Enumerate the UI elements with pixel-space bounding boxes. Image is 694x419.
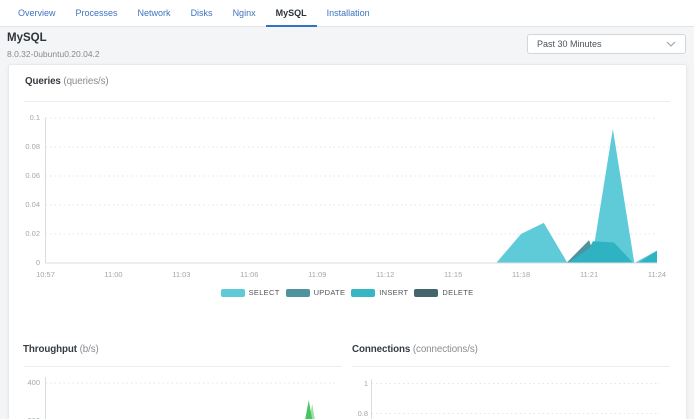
chevron-down-icon: [666, 41, 676, 47]
legend-swatch-select: [220, 288, 245, 297]
legend-swatch-insert: [351, 288, 376, 297]
y-tick-label: 0.8: [357, 408, 368, 418]
series-outbound-area: [309, 403, 315, 419]
legend-label: INSERT: [379, 288, 409, 297]
tab-nginx[interactable]: Nginx: [232, 7, 256, 18]
legend-item-insert: INSERT: [351, 288, 408, 297]
y-tick-label: 0.08: [25, 142, 40, 151]
x-tick-label: 11:12: [376, 269, 395, 279]
page-subtitle: 8.0.32-0ubuntu0.20.04.2: [7, 48, 100, 59]
series-insert-area: [45, 241, 657, 263]
x-tick-label: 11:18: [512, 269, 531, 279]
legend-label: DELETE: [442, 288, 474, 297]
tab-network[interactable]: Network: [137, 7, 171, 18]
y-tick-label: 400: [27, 378, 40, 387]
page-header: MySQL 8.0.32-0ubuntu0.20.04.2 Past 30 Mi…: [0, 27, 694, 64]
x-tick-label: 10:57: [36, 269, 55, 279]
y-tick-label: 0.02: [25, 229, 40, 238]
chart-queries-svg: [45, 117, 657, 264]
x-tick-label: 11:06: [240, 269, 259, 279]
tab-overview[interactable]: Overview: [18, 7, 56, 18]
chart-connections-svg: [371, 379, 660, 419]
legend-swatch-update: [285, 288, 310, 297]
x-tick-label: 11:03: [172, 269, 191, 279]
queries-title-text: Queries: [25, 76, 61, 87]
legend-label: SELECT: [248, 288, 280, 297]
series-inbound-area: [305, 400, 313, 419]
chart-throughput-svg: [45, 377, 338, 419]
chart-legend: SELECT UPDATE INSERT DELETE: [24, 287, 670, 298]
y-tick-label: 0: [35, 258, 40, 267]
y-tick-label: 300: [10, 417, 40, 419]
connections-title-text: Connections: [352, 344, 411, 355]
x-tick-label: 11:09: [308, 269, 327, 279]
time-range-value: Past 30 Minutes: [537, 39, 602, 49]
tab-disks[interactable]: Disks: [190, 7, 213, 18]
connections-title-divider: [352, 366, 670, 367]
x-tick-label: 11:21: [579, 269, 599, 279]
y-tick-label: 0.06: [25, 171, 40, 180]
charts-card: [8, 64, 687, 419]
series-select-area: [45, 129, 657, 263]
legend-label: UPDATE: [313, 288, 346, 297]
y-tick-label: 1: [363, 378, 368, 388]
tab-bar: Overview Processes Network Disks Nginx MySQL I…: [0, 0, 694, 27]
queries-title-divider: [24, 101, 670, 102]
y-tick-label: 0.1: [29, 113, 40, 122]
tab-mysql[interactable]: MySQL: [265, 0, 317, 27]
throughput-panel-title: Throughput (b/s): [23, 344, 99, 355]
time-range-select[interactable]: Past 30 Minutes: [527, 34, 686, 54]
tab-processes[interactable]: Processes: [75, 7, 118, 18]
throughput-title-text: Throughput: [23, 344, 77, 355]
connections-panel-title: Connections (connections/s): [352, 344, 478, 355]
queries-panel-title: Queries (queries/s): [25, 76, 109, 87]
legend-item-select: SELECT: [220, 288, 280, 297]
legend-swatch-delete: [414, 288, 439, 297]
tab-installation[interactable]: Installation: [326, 7, 370, 18]
x-tick-label: 11:15: [444, 269, 463, 279]
x-tick-label: 11:24: [647, 269, 667, 279]
page-title: MySQL: [7, 31, 47, 44]
legend-item-update: UPDATE: [285, 288, 346, 297]
throughput-title-divider: [24, 366, 342, 367]
x-tick-label: 11:00: [104, 269, 123, 279]
y-tick-label: 0.04: [25, 200, 40, 209]
legend-item-delete: DELETE: [414, 288, 473, 297]
